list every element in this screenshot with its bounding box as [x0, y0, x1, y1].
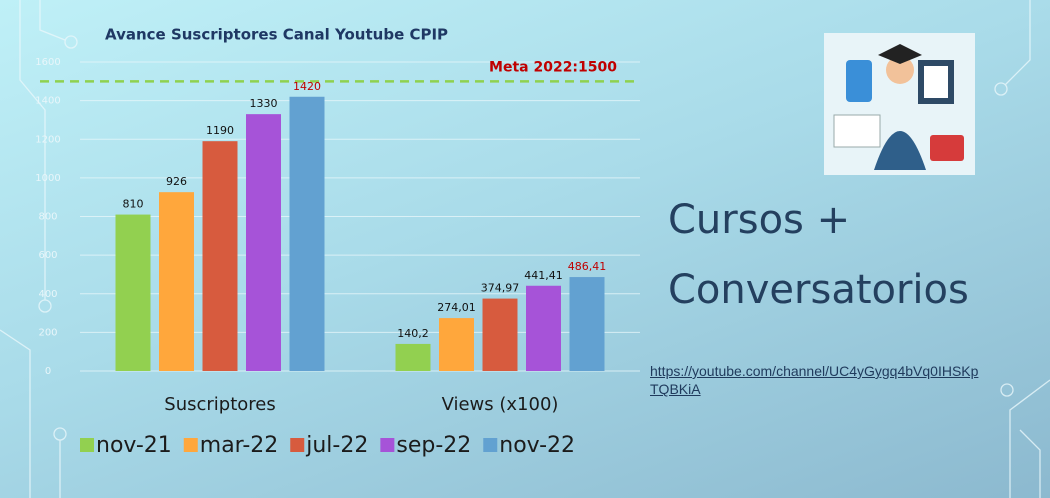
bar [203, 141, 238, 371]
legend-label: nov-22 [499, 433, 575, 458]
value-label: 486,41 [568, 260, 607, 273]
channel-link[interactable]: https://youtube.com/channel/UC4yGygq4bVq… [650, 362, 980, 398]
legend-swatch [483, 438, 497, 452]
y-tick-label: 600 [38, 250, 57, 261]
legend-label: jul-22 [305, 433, 368, 458]
y-tick-label: 1600 [35, 57, 60, 68]
chart: Avance Suscriptores Canal Youtube CPIP 0… [0, 0, 1050, 498]
bar [246, 114, 281, 371]
y-tick-label: 1200 [35, 134, 60, 145]
value-label: 274,01 [437, 301, 476, 314]
bar [483, 299, 518, 371]
legend-swatch [380, 438, 394, 452]
illustration [824, 33, 975, 175]
legend-label: sep-22 [396, 433, 471, 458]
x-tick-label: Views (x100) [442, 394, 559, 415]
value-label: 374,97 [481, 282, 520, 295]
value-label: 926 [166, 175, 187, 188]
bar [290, 97, 325, 371]
x-tick-label: Suscriptores [164, 394, 275, 415]
value-label: 441,41 [524, 269, 563, 282]
value-label: 140,2 [397, 327, 429, 340]
y-tick-label: 1400 [35, 96, 60, 107]
legend-swatch [184, 438, 198, 452]
slide: Avance Suscriptores Canal Youtube CPIP 0… [0, 0, 1050, 498]
y-tick-label: 400 [38, 289, 57, 300]
bar [570, 277, 605, 371]
chart-title: Avance Suscriptores Canal Youtube CPIP [105, 26, 448, 44]
bar [159, 192, 194, 371]
heading-line: Cursos + [668, 197, 850, 243]
bar [396, 344, 431, 371]
value-label: 1420 [293, 80, 321, 93]
y-tick-label: 1000 [35, 173, 60, 184]
y-tick-label: 200 [38, 327, 57, 338]
reference-label: Meta 2022:1500 [489, 59, 617, 75]
bar [526, 286, 561, 371]
legend-label: nov-21 [96, 433, 172, 458]
legend-swatch [290, 438, 304, 452]
value-label: 810 [123, 198, 144, 211]
bar [439, 318, 474, 371]
y-tick-label: 800 [38, 212, 57, 223]
value-label: 1190 [206, 124, 234, 137]
heading-line: Conversatorios [668, 267, 969, 313]
bar [116, 215, 151, 371]
value-label: 1330 [250, 97, 278, 110]
legend-label: mar-22 [200, 433, 278, 458]
y-tick-label: 0 [45, 366, 51, 377]
legend-swatch [80, 438, 94, 452]
